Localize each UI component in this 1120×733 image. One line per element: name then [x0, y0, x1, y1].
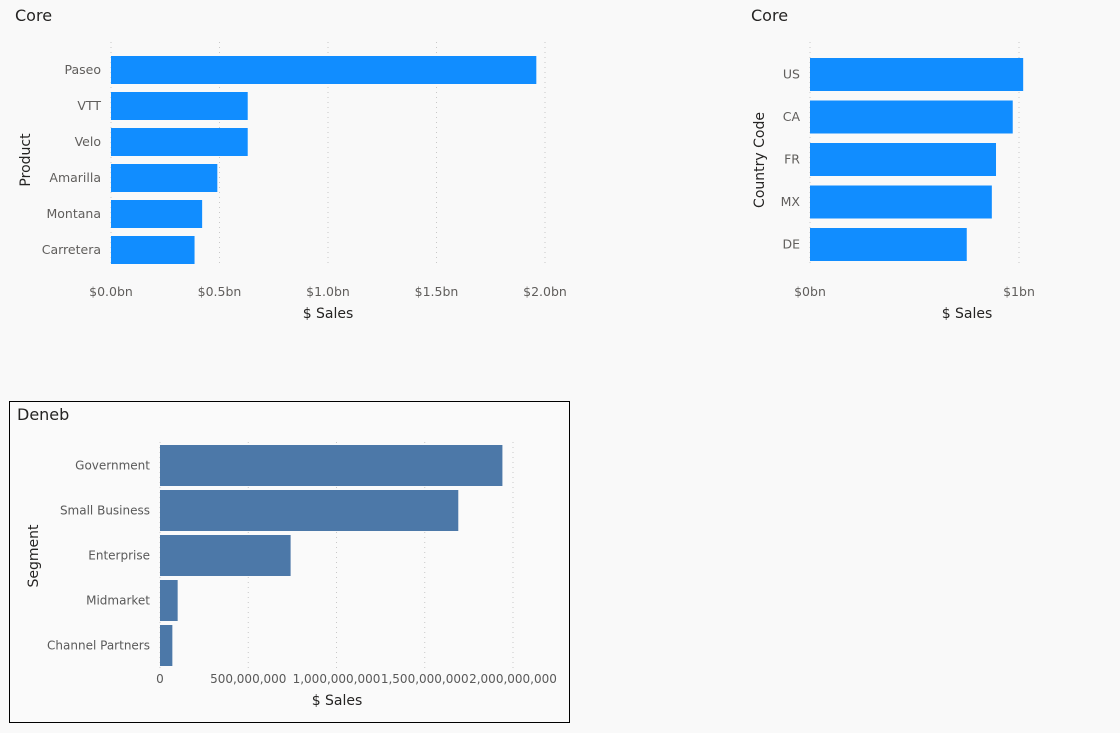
x-tick-label: $1.0bn [306, 284, 350, 299]
category-label: FR [784, 152, 800, 167]
bar [111, 56, 537, 84]
bar [810, 143, 997, 176]
bar [810, 185, 992, 219]
product-sales-chart: Paseo VTT Velo Amarilla Montana Carretera $0.0… [18, 42, 567, 322]
category-label: Government [75, 459, 150, 473]
x-tick-label: 500,000,000 [210, 672, 286, 686]
country-sales-chart: US CA FR MX DE $0bn $1bn $ Sales Country Code [752, 42, 1035, 322]
bar [160, 625, 173, 666]
x-tick-label: $1bn [1003, 284, 1035, 299]
category-label: Channel Partners [47, 639, 150, 653]
x-axis-title: $ Sales [303, 306, 354, 322]
category-label: Small Business [60, 504, 150, 518]
x-tick-label: 0 [156, 672, 164, 686]
bar [160, 535, 291, 576]
visual-title: Core [751, 6, 789, 25]
x-tick-label: $0bn [794, 284, 826, 299]
bar [810, 100, 1013, 134]
bar [160, 580, 178, 621]
x-tick-label: 1,500,000,000 [381, 672, 469, 686]
category-label: Midmarket [86, 594, 150, 608]
x-tick-label: $0.5bn [198, 284, 242, 299]
category-label: VTT [77, 98, 101, 113]
visual-title: Core [15, 6, 53, 25]
bar [111, 164, 218, 192]
visual-title: Deneb [17, 405, 70, 424]
bar [111, 128, 248, 156]
category-label: Carretera [42, 242, 101, 257]
x-tick-label: $1.5bn [415, 284, 459, 299]
bar [810, 58, 1024, 91]
bar [810, 228, 967, 261]
category-label: MX [781, 194, 801, 209]
x-tick-label: 1,000,000,000 [293, 672, 381, 686]
x-axis-title: $ Sales [942, 306, 993, 322]
bar [111, 236, 195, 264]
category-label: Paseo [65, 62, 102, 77]
y-axis-title: Country Code [752, 112, 768, 208]
x-axis-title: $ Sales [312, 693, 363, 709]
bar [111, 92, 248, 120]
category-label: Enterprise [88, 549, 150, 563]
category-label: Montana [47, 206, 102, 221]
category-label: DE [782, 237, 800, 252]
bar [111, 200, 203, 228]
segment-sales-visual: Deneb Government Small Business Enterprise… [9, 401, 570, 723]
category-label: CA [783, 109, 801, 124]
x-tick-label: $2.0bn [523, 284, 567, 299]
segment-sales-chart: Government Small Business Enterprise Midmar… [26, 442, 557, 709]
bar [160, 490, 459, 531]
x-tick-label: 2,000,000,000 [469, 672, 557, 686]
bar [160, 445, 503, 486]
category-label: US [783, 67, 800, 82]
product-sales-visual: Core Paseo VTT Velo Amarilla Montana Carreter… [0, 0, 600, 340]
category-label: Velo [75, 134, 101, 149]
y-axis-title: Product [18, 133, 34, 187]
x-tick-label: $0.0bn [89, 284, 133, 299]
category-label: Amarilla [49, 170, 101, 185]
y-axis-title: Segment [26, 524, 42, 588]
country-sales-visual: Core US CA FR MX DE $0bn $1bn $ Sales Country Co… [740, 0, 1060, 340]
